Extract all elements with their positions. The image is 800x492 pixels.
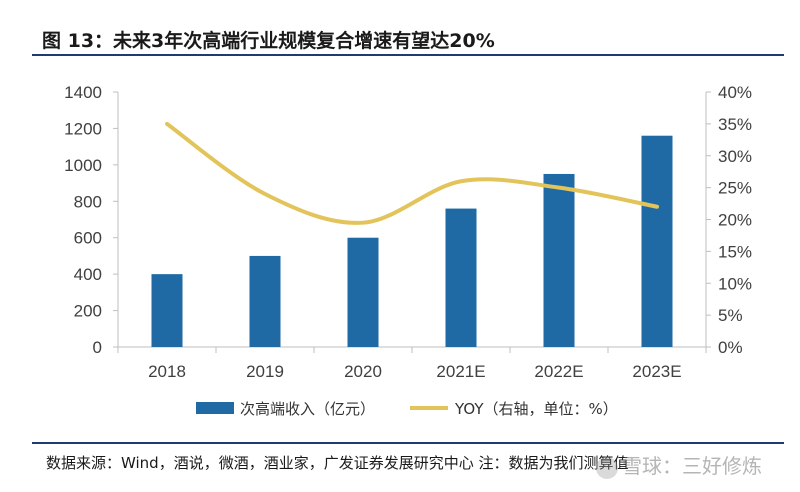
watermark-text: 雪球：三好修炼 — [622, 454, 762, 478]
x-tick-label: 2020 — [344, 362, 382, 381]
x-tick-label: 2022E — [534, 362, 583, 381]
bar — [543, 173, 575, 347]
snowball-logo-icon — [596, 456, 618, 479]
right-tick-label: 35% — [718, 115, 752, 134]
footer-rule — [32, 442, 784, 444]
header-rule — [32, 54, 784, 56]
right-tick-label: 25% — [718, 179, 752, 198]
left-tick-label: 1200 — [64, 119, 102, 138]
legend-bar-swatch — [196, 402, 234, 414]
left-tick-label: 1400 — [64, 83, 102, 102]
bar — [445, 208, 477, 347]
bar — [249, 255, 281, 347]
x-tick-label: 2021E — [436, 362, 485, 381]
left-tick-label: 1000 — [64, 156, 102, 175]
x-tick-label: 2023E — [632, 362, 681, 381]
bar — [641, 135, 673, 347]
right-tick-label: 10% — [718, 274, 752, 293]
x-tick-label: 2018 — [148, 362, 186, 381]
figure-header: 图 13：未来3年次高端行业规模复合增速有望达20% — [0, 0, 800, 58]
watermark: 雪球：三好修炼 — [596, 450, 762, 479]
right-tick-label: 15% — [718, 242, 752, 261]
left-tick-label: 800 — [74, 192, 102, 211]
bar — [151, 274, 183, 347]
right-tick-label: 20% — [718, 211, 752, 230]
right-tick-label: 40% — [718, 83, 752, 102]
left-tick-label: 200 — [74, 302, 102, 321]
right-tick-label: 5% — [718, 306, 743, 325]
left-tick-label: 400 — [74, 265, 102, 284]
right-tick-label: 30% — [718, 147, 752, 166]
legend-bar-label: 次高端收入（亿元） — [240, 400, 375, 418]
x-tick-label: 2019 — [246, 362, 284, 381]
chart-title: 图 13：未来3年次高端行业规模复合增速有望达20% — [42, 30, 495, 52]
right-tick-label: 0% — [718, 338, 743, 357]
yoy-series-line — [165, 121, 659, 225]
chart-canvas: 0 200 400 600 800 1000 1200 1400 0% 5% 10% 15% 20% 25… — [64, 83, 752, 418]
bar — [347, 237, 379, 347]
source-note: 数据来源：Wind，酒说，微酒，酒业家，广发证券发展研究中心 注：数据为我们测算… — [46, 454, 629, 472]
legend-line-label: YOY（右轴，单位：%） — [454, 400, 618, 418]
left-tick-label: 600 — [74, 229, 102, 248]
left-tick-label: 0 — [93, 338, 102, 357]
